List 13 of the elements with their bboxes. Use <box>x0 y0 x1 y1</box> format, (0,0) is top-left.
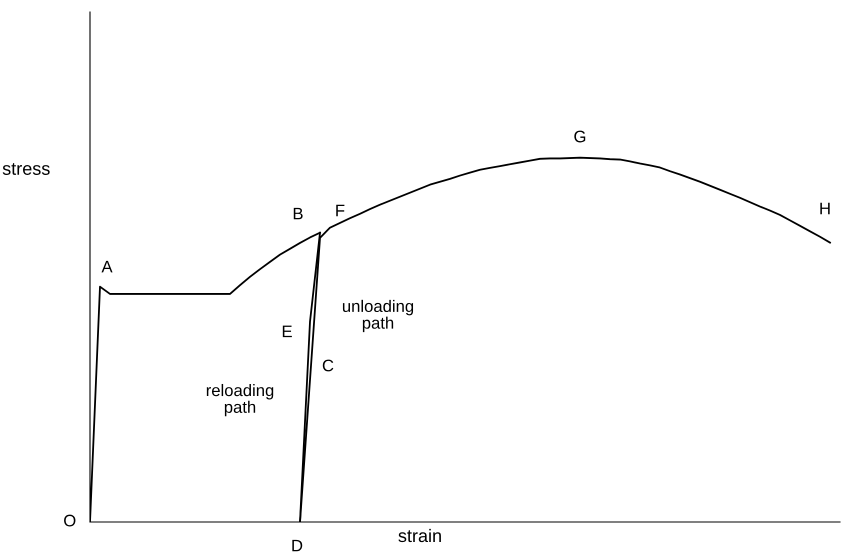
x-axis-title: strain <box>398 528 441 542</box>
y-axis-title: stress <box>2 163 50 175</box>
text: G <box>574 130 586 142</box>
annotation: unloading path <box>342 300 414 332</box>
annotation: F <box>336 204 344 216</box>
annotation: E <box>282 326 292 338</box>
annotation: H <box>820 202 830 214</box>
annotation: reloading path <box>206 384 274 416</box>
annotation: C <box>322 360 334 372</box>
annotation: A <box>102 260 113 272</box>
text: O <box>64 514 76 526</box>
annotation: B <box>294 208 303 220</box>
text: D <box>292 540 302 552</box>
